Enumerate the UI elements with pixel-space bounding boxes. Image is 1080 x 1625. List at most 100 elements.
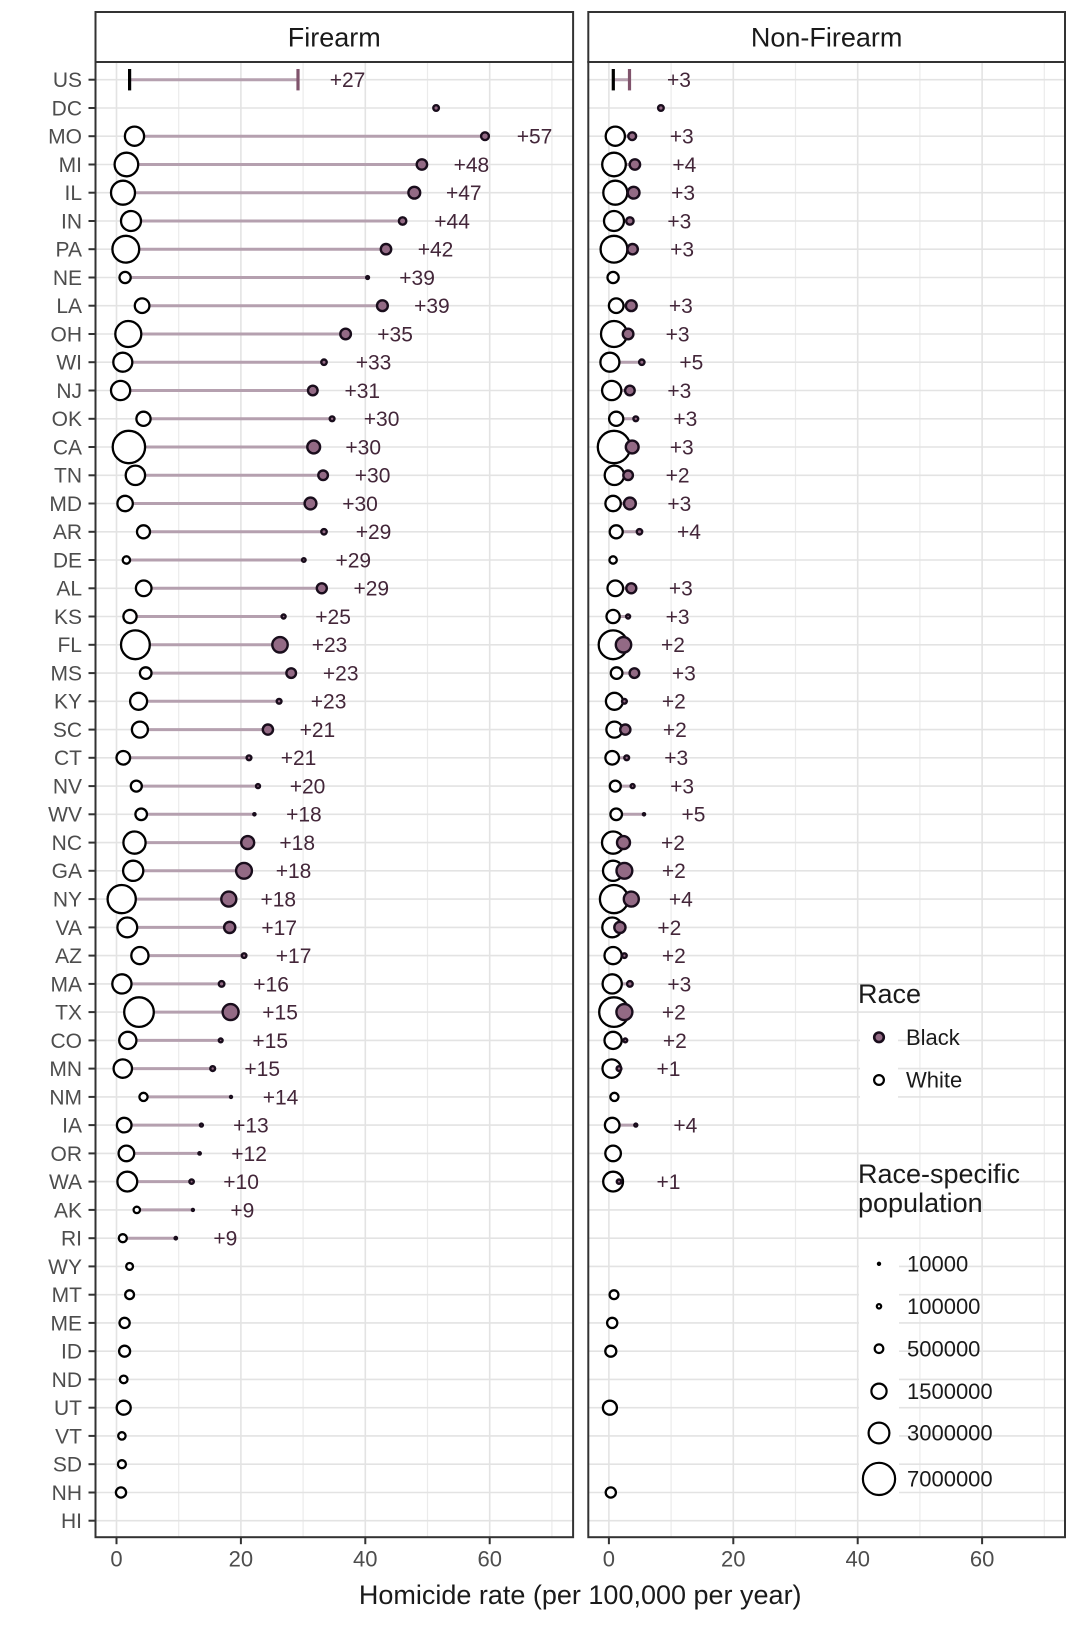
svg-text:Non-Firearm: Non-Firearm: [751, 23, 903, 53]
svg-text:NJ: NJ: [56, 380, 82, 403]
svg-text:WA: WA: [49, 1171, 82, 1194]
svg-text:+27: +27: [330, 69, 366, 92]
svg-text:+48: +48: [454, 154, 490, 177]
svg-text:+18: +18: [260, 889, 296, 912]
svg-text:3000000: 3000000: [907, 1421, 993, 1446]
svg-text:TX: TX: [55, 1002, 82, 1025]
svg-text:DC: DC: [52, 97, 82, 120]
svg-text:+10: +10: [223, 1171, 259, 1194]
svg-text:MN: MN: [49, 1058, 82, 1081]
svg-text:OH: OH: [51, 323, 83, 346]
svg-text:+23: +23: [312, 634, 348, 657]
svg-text:+2: +2: [657, 917, 681, 940]
svg-text:ID: ID: [61, 1341, 82, 1364]
svg-text:+12: +12: [231, 1143, 267, 1166]
svg-text:MO: MO: [48, 126, 82, 149]
svg-text:NV: NV: [53, 776, 82, 799]
svg-text:Homicide rate (per 100,000 per: Homicide rate (per 100,000 per year): [359, 1580, 802, 1610]
svg-text:MD: MD: [49, 493, 82, 516]
svg-text:+30: +30: [364, 408, 400, 431]
svg-text:+3: +3: [667, 210, 691, 233]
svg-text:CO: CO: [51, 1030, 83, 1053]
svg-text:TN: TN: [54, 465, 82, 488]
svg-text:+4: +4: [669, 889, 693, 912]
svg-text:+31: +31: [344, 380, 380, 403]
svg-text:+1: +1: [657, 1171, 681, 1194]
svg-text:+21: +21: [300, 719, 336, 742]
svg-text:+9: +9: [213, 1228, 237, 1251]
svg-text:+2: +2: [662, 691, 686, 714]
svg-text:40: 40: [353, 1547, 377, 1572]
svg-text:+3: +3: [667, 973, 691, 996]
svg-text:MI: MI: [59, 154, 82, 177]
svg-text:PA: PA: [56, 239, 82, 262]
svg-text:ME: ME: [51, 1312, 83, 1335]
svg-text:+23: +23: [323, 663, 359, 686]
svg-text:US: US: [53, 69, 82, 92]
svg-text:+3: +3: [667, 493, 691, 516]
svg-text:+3: +3: [669, 295, 693, 318]
svg-text:1500000: 1500000: [907, 1379, 993, 1404]
svg-text:+2: +2: [666, 465, 690, 488]
svg-text:UT: UT: [54, 1397, 82, 1420]
svg-text:AR: AR: [53, 521, 82, 544]
svg-text:+47: +47: [446, 182, 482, 205]
svg-text:+2: +2: [663, 1030, 687, 1053]
svg-text:+5: +5: [679, 352, 703, 375]
svg-text:+30: +30: [342, 493, 378, 516]
svg-text:+18: +18: [279, 832, 315, 855]
svg-text:KS: KS: [54, 606, 82, 629]
svg-text:+3: +3: [670, 436, 694, 459]
svg-text:0: 0: [110, 1547, 122, 1572]
svg-text:OK: OK: [52, 408, 82, 431]
svg-text:+9: +9: [230, 1199, 254, 1222]
svg-text:10000: 10000: [907, 1251, 968, 1276]
svg-text:IL: IL: [64, 182, 82, 205]
svg-text:+29: +29: [356, 521, 392, 544]
svg-text:Race-specific: Race-specific: [858, 1159, 1020, 1189]
svg-text:+18: +18: [286, 804, 322, 827]
svg-text:+2: +2: [662, 1002, 686, 1025]
svg-text:+5: +5: [682, 804, 706, 827]
svg-text:NH: NH: [52, 1482, 82, 1505]
svg-text:DE: DE: [53, 549, 82, 572]
svg-text:IN: IN: [61, 210, 82, 233]
svg-text:NY: NY: [53, 889, 82, 912]
svg-text:+3: +3: [670, 776, 694, 799]
svg-text:+18: +18: [276, 860, 312, 883]
svg-text:+29: +29: [353, 578, 389, 601]
svg-text:CT: CT: [54, 747, 82, 770]
svg-text:VA: VA: [56, 917, 82, 940]
svg-text:population: population: [858, 1188, 983, 1218]
svg-text:20: 20: [721, 1547, 745, 1572]
svg-text:+25: +25: [315, 606, 351, 629]
svg-text:0: 0: [603, 1547, 615, 1572]
svg-text:+29: +29: [335, 549, 371, 572]
svg-text:+4: +4: [672, 154, 696, 177]
svg-text:+3: +3: [673, 408, 697, 431]
svg-text:60: 60: [970, 1547, 994, 1572]
svg-text:GA: GA: [52, 860, 82, 883]
svg-text:+4: +4: [673, 1115, 697, 1138]
svg-text:SC: SC: [53, 719, 82, 742]
svg-text:+35: +35: [377, 323, 413, 346]
svg-text:MA: MA: [51, 973, 83, 996]
svg-text:+3: +3: [666, 606, 690, 629]
svg-text:KY: KY: [54, 691, 82, 714]
svg-text:+13: +13: [233, 1115, 269, 1138]
svg-text:LA: LA: [56, 295, 82, 318]
svg-text:+33: +33: [356, 352, 392, 375]
svg-text:NM: NM: [49, 1086, 82, 1109]
svg-text:+3: +3: [666, 323, 690, 346]
svg-text:MT: MT: [52, 1284, 82, 1307]
svg-text:Firearm: Firearm: [288, 23, 381, 53]
svg-text:60: 60: [477, 1547, 501, 1572]
svg-text:+3: +3: [667, 380, 691, 403]
svg-text:AZ: AZ: [55, 945, 82, 968]
svg-text:VT: VT: [55, 1425, 82, 1448]
svg-text:+17: +17: [276, 945, 312, 968]
svg-text:+17: +17: [261, 917, 297, 940]
svg-text:+3: +3: [667, 69, 691, 92]
svg-text:7000000: 7000000: [907, 1467, 993, 1492]
svg-text:IA: IA: [62, 1115, 82, 1138]
